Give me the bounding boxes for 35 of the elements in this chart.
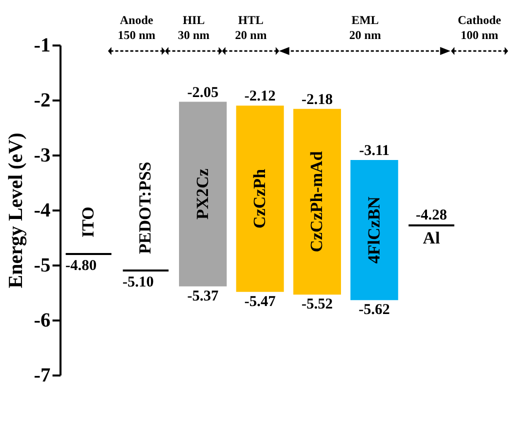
text: EML 20 nm — [349, 13, 381, 43]
annotation: -5.10 — [122, 274, 154, 290]
y-tick-label: -4 — [34, 200, 50, 222]
x-tick-label: CzCzPh-mAd — [307, 150, 326, 252]
annotation: -4.80 — [65, 258, 97, 274]
y-tick-label: -5 — [34, 254, 50, 276]
x-tick-label: PX2Cz — [192, 168, 212, 220]
y-tick-label: -1 — [34, 34, 50, 56]
annotation: -2.12 — [244, 88, 276, 105]
text: HIL 30 nm — [178, 13, 210, 43]
annotation: -3.11 — [359, 143, 390, 160]
y-tick-label: -7 — [34, 364, 50, 386]
annotation: -2.18 — [302, 92, 333, 108]
x-tick-label: PEDOT:PSS — [136, 162, 155, 254]
annotation: -5.52 — [302, 296, 333, 313]
annotation: -5.47 — [244, 294, 276, 310]
y-tick-label: -3 — [34, 144, 50, 166]
text: Cathode 100 nm — [458, 13, 502, 43]
bar — [350, 160, 398, 300]
annotation: -5.37 — [187, 288, 219, 304]
bar — [179, 102, 227, 286]
bar — [293, 108, 341, 295]
text: HTL 20 nm — [235, 13, 267, 43]
y-axis-title: Energy Level (eV) — [4, 132, 27, 288]
y-tick-label: -6 — [34, 310, 50, 332]
x-tick-label: Al — [422, 228, 440, 248]
x-tick-label: CzCzPh — [250, 168, 269, 228]
x-tick-label: ITO — [78, 206, 98, 238]
bar — [236, 106, 284, 292]
annotation: -5.62 — [358, 302, 390, 318]
y-tick-label: -2 — [34, 90, 50, 112]
annotation: -4.28 — [416, 207, 448, 224]
text: Anode 150 nm — [118, 13, 156, 43]
annotation: -2.05 — [187, 84, 218, 101]
x-tick-label: 4FlCzBN — [364, 196, 384, 264]
